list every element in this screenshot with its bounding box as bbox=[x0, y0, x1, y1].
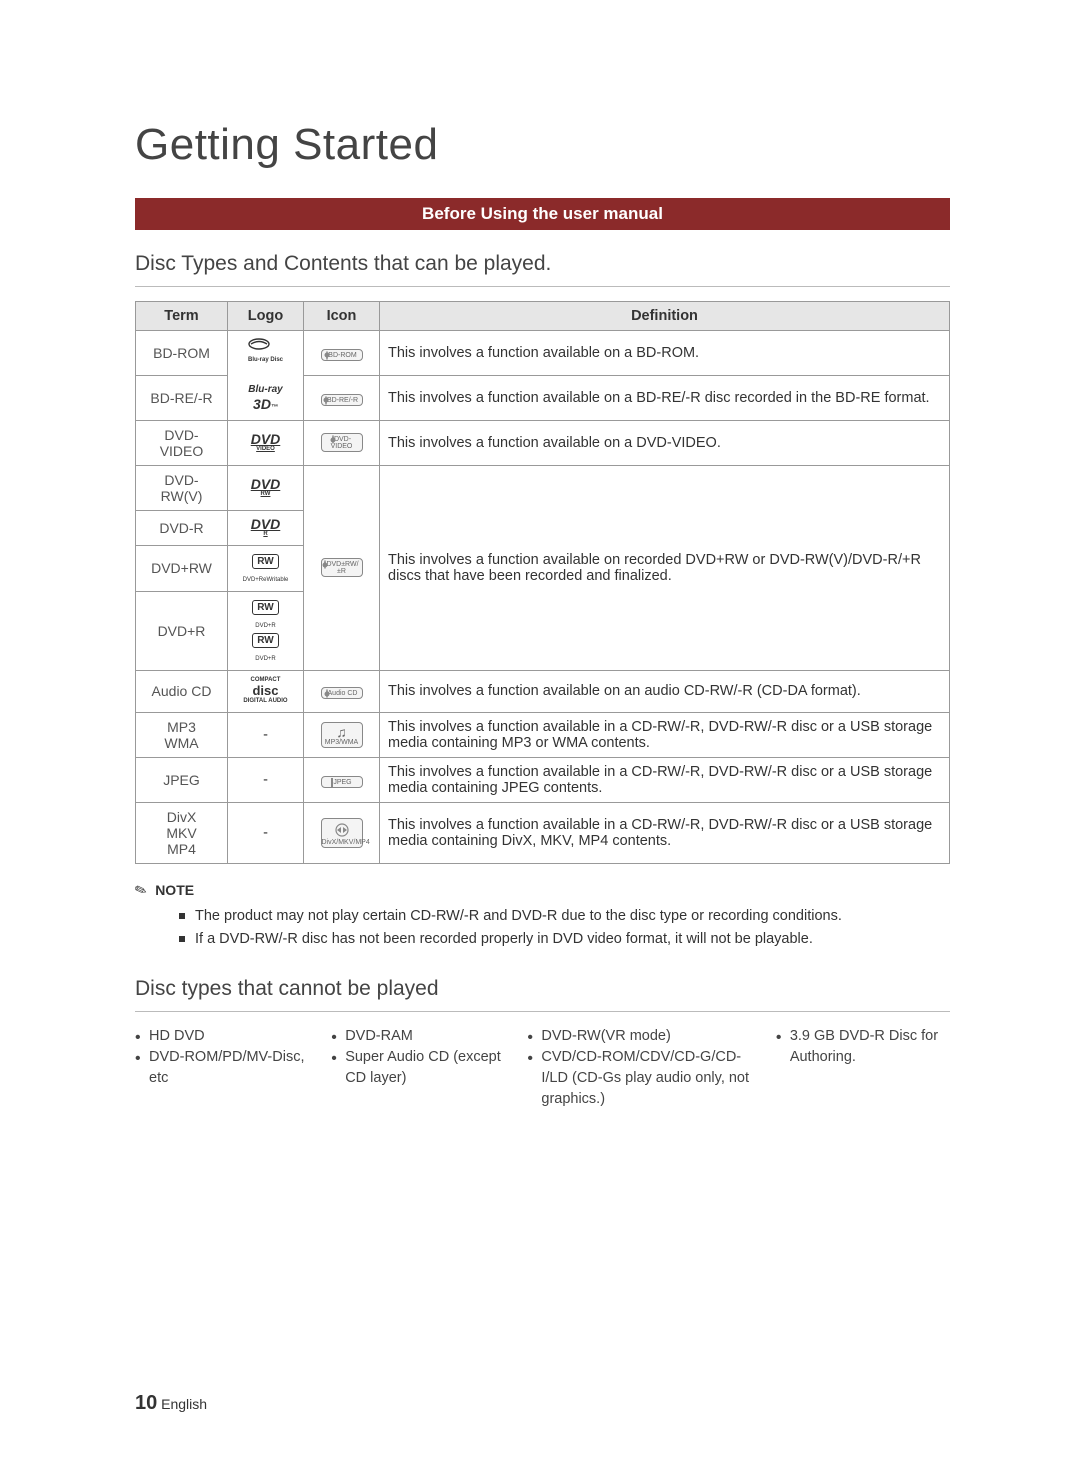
cell-definition: This involves a function available on re… bbox=[380, 465, 950, 670]
subtitle-unplayable: Disc types that cannot be played bbox=[135, 977, 950, 1001]
col-3: DVD-RW(VR mode) CVD/CD-ROM/CDV/CD-G/CD-I… bbox=[527, 1026, 753, 1110]
cell-logo: - bbox=[228, 757, 304, 802]
cell-logo: - bbox=[228, 712, 304, 757]
cell-term: DVD+RW bbox=[136, 545, 228, 591]
table-row: DVD-RW(V) DVDRW DVD±RW/±R This involves … bbox=[136, 465, 950, 510]
page-language: English bbox=[161, 1396, 207, 1412]
bdrom-icon: BD-ROM bbox=[321, 349, 363, 361]
dvd-plus-r-logo-icon: RW bbox=[252, 600, 278, 615]
cell-term: DVD+R bbox=[136, 591, 228, 670]
divx-icon: DivX/MKV/MP4 bbox=[321, 818, 363, 848]
bluray-disc-logo-icon: Blu-ray Disc bbox=[248, 337, 283, 364]
th-term: Term bbox=[136, 302, 228, 331]
cell-icon: Audio CD bbox=[304, 670, 380, 712]
compact-disc-logo-icon: COMPACTdiscDIGITAL AUDIO bbox=[243, 677, 287, 704]
list-item: Super Audio CD (except CD layer) bbox=[331, 1047, 505, 1089]
cell-term: Audio CD bbox=[136, 670, 228, 712]
divider bbox=[135, 1011, 950, 1012]
th-definition: Definition bbox=[380, 302, 950, 331]
unplayable-columns: HD DVD DVD-ROM/PD/MV-Disc, etc DVD-RAM S… bbox=[135, 1026, 950, 1110]
note-list: The product may not play certain CD-RW/-… bbox=[135, 905, 950, 951]
col-1: HD DVD DVD-ROM/PD/MV-Disc, etc bbox=[135, 1026, 309, 1110]
cell-term: JPEG bbox=[136, 757, 228, 802]
cell-definition: This involves a function available on a … bbox=[380, 420, 950, 465]
cell-definition: This involves a function available on a … bbox=[380, 331, 950, 376]
cell-term: DVD-VIDEO bbox=[136, 420, 228, 465]
note-item: The product may not play certain CD-RW/-… bbox=[179, 905, 950, 928]
cell-logo: - bbox=[228, 802, 304, 863]
main-title: Getting Started bbox=[135, 120, 950, 170]
cell-definition: This involves a function available in a … bbox=[380, 757, 950, 802]
cell-icon: ♫MP3/WMA bbox=[304, 712, 380, 757]
col-4: 3.9 GB DVD-R Disc for Authoring. bbox=[776, 1026, 950, 1110]
dvdrw-icon: DVD±RW/±R bbox=[321, 558, 363, 577]
table-row: BD-ROM Blu-ray Disc Blu-ray3D™ BD-ROM Th… bbox=[136, 331, 950, 376]
cell-icon: JPEG bbox=[304, 757, 380, 802]
dvd-r-logo-icon: DVDR bbox=[251, 517, 281, 537]
cell-logo: RWDVD+ReWritable bbox=[228, 545, 304, 591]
table-row: DVD-VIDEO DVDVIDEO DVD-VIDEO This involv… bbox=[136, 420, 950, 465]
cell-logo: DVDVIDEO bbox=[228, 420, 304, 465]
cell-icon: DivX/MKV/MP4 bbox=[304, 802, 380, 863]
cell-definition: This involves a function available in a … bbox=[380, 712, 950, 757]
cell-term: BD-RE/-R bbox=[136, 375, 228, 420]
cell-definition: This involves a function available on a … bbox=[380, 375, 950, 420]
cell-term: DVD-R bbox=[136, 510, 228, 545]
bdre-icon: BD-RE/-R bbox=[321, 394, 363, 406]
list-item: DVD-RAM bbox=[331, 1026, 505, 1047]
cell-definition: This involves a function available in a … bbox=[380, 802, 950, 863]
audiocd-icon: Audio CD bbox=[321, 687, 363, 699]
cell-icon: DVD±RW/±R bbox=[304, 465, 380, 670]
list-item: 3.9 GB DVD-R Disc for Authoring. bbox=[776, 1026, 950, 1068]
page-number: 10 bbox=[135, 1392, 157, 1414]
dvd-plus-rw-logo-icon: RW bbox=[252, 554, 278, 569]
table-row: MP3 WMA - ♫MP3/WMA This involves a funct… bbox=[136, 712, 950, 757]
divider bbox=[135, 286, 950, 287]
cell-logo: DVDRW bbox=[228, 465, 304, 510]
note-block: ✎ NOTE The product may not play certain … bbox=[135, 882, 950, 951]
table-row: JPEG - JPEG This involves a function ava… bbox=[136, 757, 950, 802]
subtitle-playable: Disc Types and Contents that can be play… bbox=[135, 252, 950, 276]
page-footer: 10 English bbox=[135, 1392, 207, 1415]
cell-term: DivX MKV MP4 bbox=[136, 802, 228, 863]
note-label: NOTE bbox=[155, 882, 194, 898]
cell-logo: RWDVD+R RWDVD+R bbox=[228, 591, 304, 670]
dvd-plus-r-logo-icon: RW bbox=[252, 633, 278, 648]
jpeg-icon: JPEG bbox=[321, 776, 363, 788]
page-content: Getting Started Before Using the user ma… bbox=[0, 0, 1080, 1170]
list-item: HD DVD bbox=[135, 1026, 309, 1047]
cell-icon: BD-RE/-R bbox=[304, 375, 380, 420]
list-item: DVD-RW(VR mode) bbox=[527, 1026, 753, 1047]
col-2: DVD-RAM Super Audio CD (except CD layer) bbox=[331, 1026, 505, 1110]
th-logo: Logo bbox=[228, 302, 304, 331]
cell-logo: DVDR bbox=[228, 510, 304, 545]
dvd-video-logo-icon: DVDVIDEO bbox=[251, 432, 281, 452]
note-item: If a DVD-RW/-R disc has not been recorde… bbox=[179, 928, 950, 951]
disc-types-table: Term Logo Icon Definition BD-ROM Blu-ray… bbox=[135, 301, 950, 864]
cell-logo: Blu-ray Disc Blu-ray3D™ bbox=[228, 331, 304, 421]
cell-term: MP3 WMA bbox=[136, 712, 228, 757]
list-item: CVD/CD-ROM/CDV/CD-G/CD-I/LD (CD-Gs play … bbox=[527, 1047, 753, 1110]
cell-term: BD-ROM bbox=[136, 331, 228, 376]
dvdvideo-icon: DVD-VIDEO bbox=[321, 433, 363, 452]
cell-logo: COMPACTdiscDIGITAL AUDIO bbox=[228, 670, 304, 712]
dvd-rw-logo-icon: DVDRW bbox=[251, 477, 281, 497]
cell-term: DVD-RW(V) bbox=[136, 465, 228, 510]
cell-icon: DVD-VIDEO bbox=[304, 420, 380, 465]
table-row: DivX MKV MP4 - DivX/MKV/MP4 This involve… bbox=[136, 802, 950, 863]
note-hand-icon: ✎ bbox=[133, 881, 150, 900]
cell-definition: This involves a function available on an… bbox=[380, 670, 950, 712]
list-item: DVD-ROM/PD/MV-Disc, etc bbox=[135, 1047, 309, 1089]
bluray-3d-logo-icon: Blu-ray3D™ bbox=[248, 381, 282, 414]
mp3-wma-icon: ♫MP3/WMA bbox=[321, 722, 363, 748]
th-icon: Icon bbox=[304, 302, 380, 331]
section-banner: Before Using the user manual bbox=[135, 198, 950, 230]
table-row: Audio CD COMPACTdiscDIGITAL AUDIO Audio … bbox=[136, 670, 950, 712]
cell-icon: BD-ROM bbox=[304, 331, 380, 376]
